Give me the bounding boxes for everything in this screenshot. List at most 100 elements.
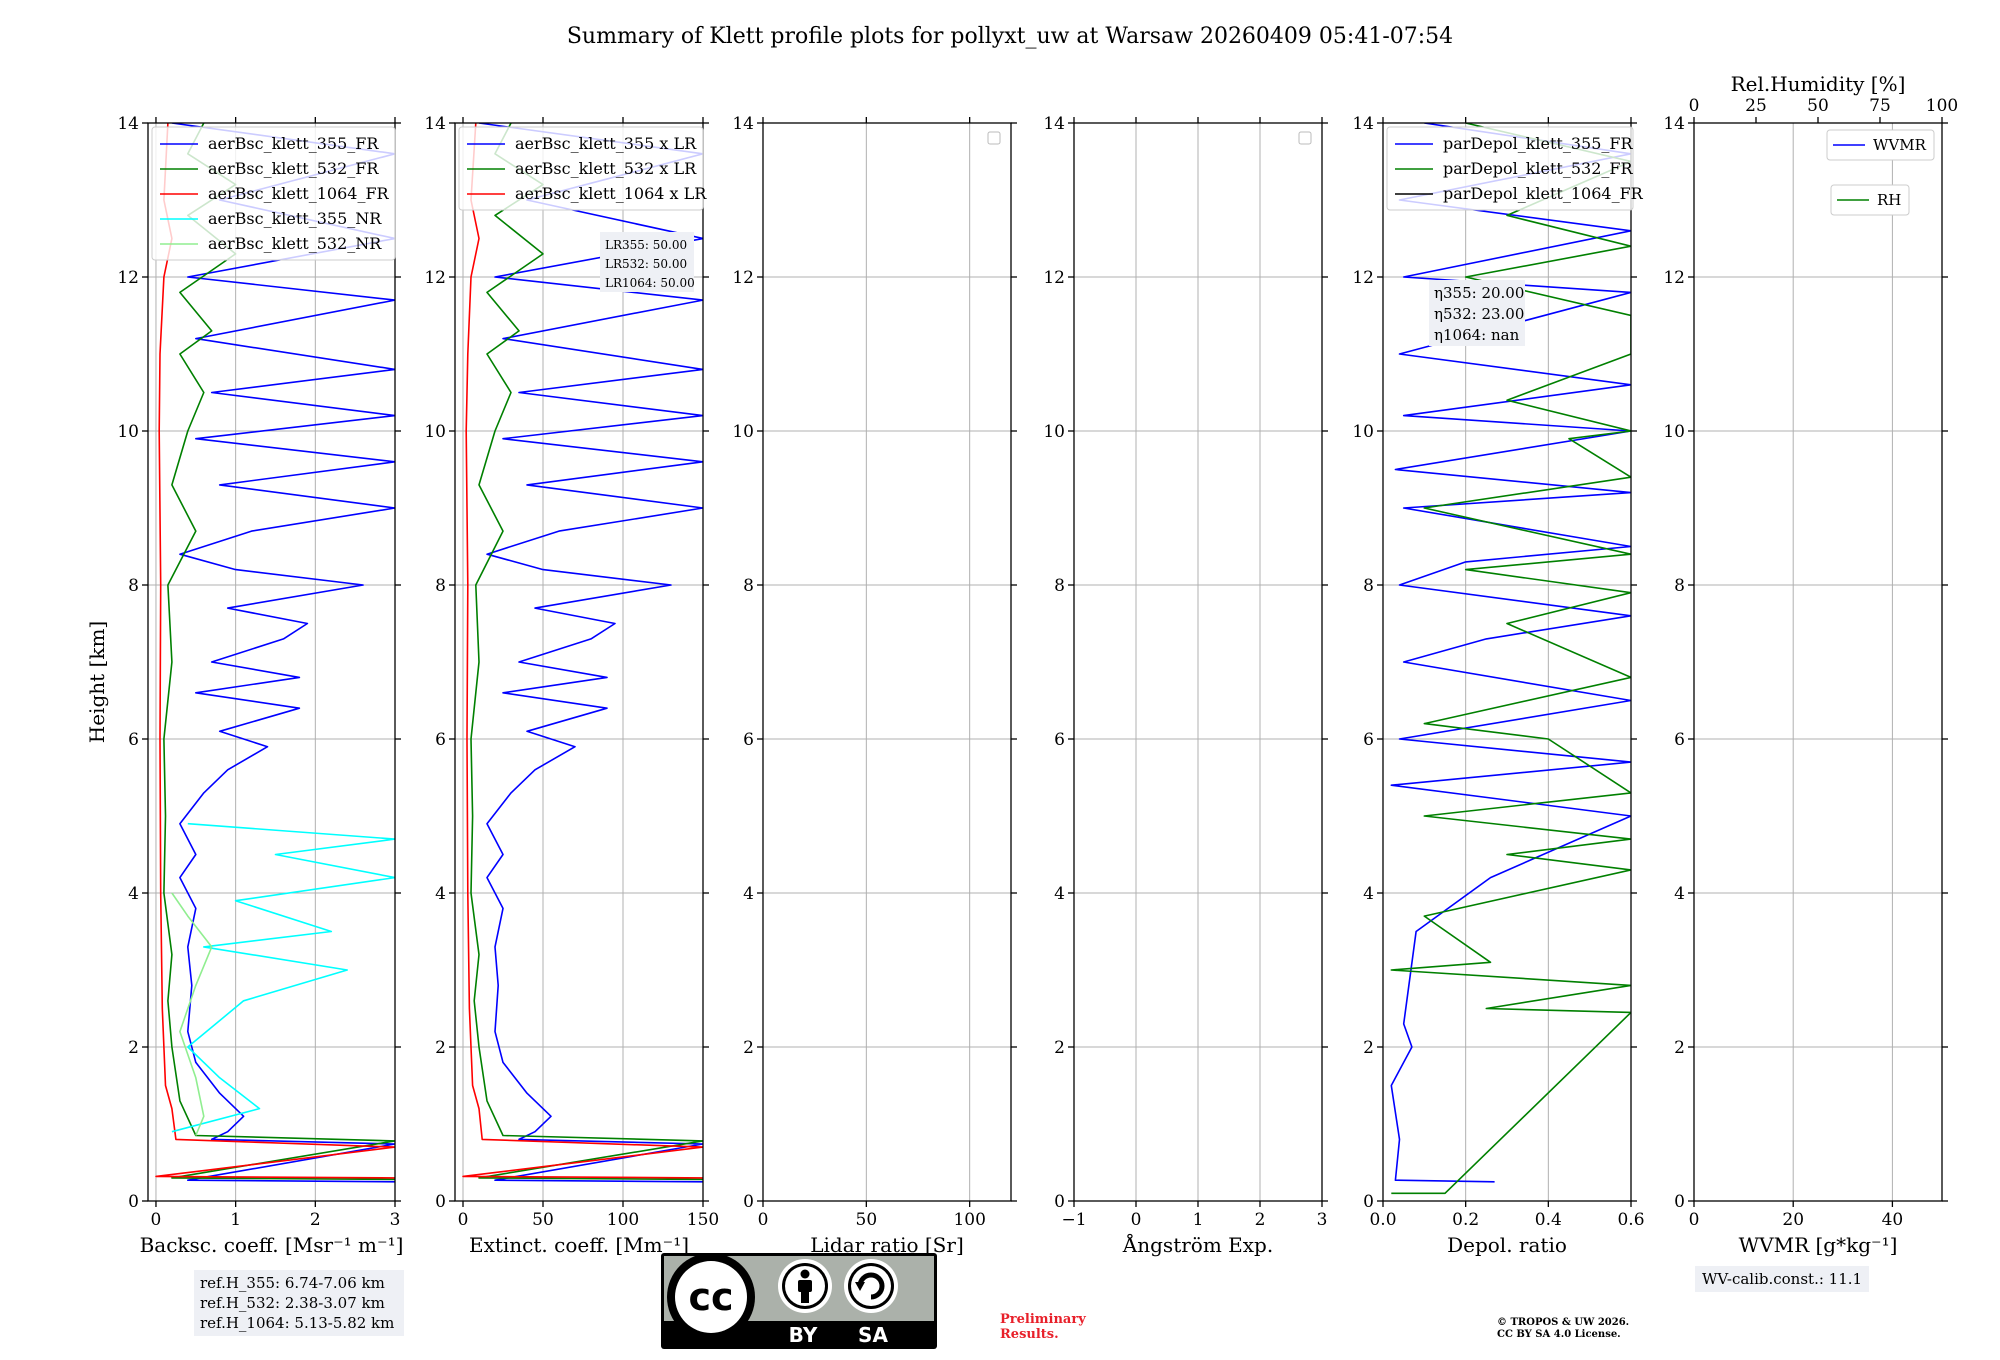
y-tick-label: 6 (435, 730, 446, 750)
legend-label: aerBsc_klett_1064 x LR (515, 184, 707, 203)
preliminary-note: Preliminary Results. (1000, 1312, 1086, 1342)
legend-box (1826, 129, 1935, 161)
preliminary-line-2: Results. (1000, 1327, 1059, 1342)
y-tick-label: 8 (435, 576, 446, 596)
annotation-box (600, 232, 694, 292)
series-line-aerBsc_klett_532_NR (171, 892, 213, 1136)
y-tick-label: 2 (1674, 1038, 1685, 1058)
y-tick-label: 14 (424, 114, 446, 134)
y-tick-label: 10 (1352, 422, 1374, 442)
legend-box (1386, 126, 1634, 211)
legend-label: parDepol_klett_532_FR (1443, 159, 1634, 178)
annotation-text: LR532: 50.00 (605, 257, 687, 271)
series-line-aerBsc_klett_532_FR (163, 123, 395, 1181)
cc-license-badge: cc BY SA (661, 1253, 937, 1353)
x-tick-label: 150 (687, 1210, 719, 1230)
x-tick-label: 100 (953, 1210, 985, 1230)
y-tick-label: 6 (128, 730, 139, 750)
y-tick-label: 0 (128, 1192, 139, 1212)
y-tick-label: 12 (117, 268, 139, 288)
ref-height-532: ref.H_532: 2.38-3.07 km (200, 1294, 385, 1312)
y-tick-label: 8 (743, 576, 754, 596)
y-tick-label: 2 (1363, 1038, 1374, 1058)
y-tick-label: 2 (1054, 1038, 1065, 1058)
series-line-aerBsc_klett_355_FR (171, 123, 395, 1183)
y-tick-label: 6 (1674, 730, 1685, 750)
x-tick-label: 40 (1882, 1210, 1904, 1230)
series-group (462, 123, 703, 1183)
annotation-text: η1064: nan (1434, 326, 1520, 344)
legend-label: aerBsc_klett_532 x LR (515, 159, 697, 178)
x-axis-label: WVMR [g*kg⁻¹] (1739, 1233, 1898, 1257)
y-tick-label: 10 (1043, 422, 1065, 442)
y-tick-label: 0 (1363, 1192, 1374, 1212)
y-tick-label: 14 (1043, 114, 1065, 134)
y-tick-label: 6 (1363, 730, 1374, 750)
x-tick-label: 50 (532, 1210, 554, 1230)
x-tick-label: 0.0 (1369, 1210, 1396, 1230)
y-tick-label: 12 (1663, 268, 1685, 288)
axes-frame (1693, 122, 1943, 1202)
series-group (1390, 123, 1631, 1195)
x-tick-label: 3 (1317, 1210, 1328, 1230)
legend-box (151, 126, 396, 261)
y-tick-label: 12 (424, 268, 446, 288)
legend-label: aerBsc_klett_532_NR (208, 234, 382, 253)
y-tick-label: 0 (1674, 1192, 1685, 1212)
y-tick-label: 12 (1352, 268, 1374, 288)
cc-sa-label: SA (858, 1323, 888, 1347)
x-axis-label: Extinct. coeff. [Mm⁻¹] (469, 1233, 689, 1257)
legend-label: aerBsc_klett_355_NR (208, 209, 382, 228)
y-tick-label: 10 (424, 422, 446, 442)
y-tick-label: 10 (732, 422, 754, 442)
legend-label: WVMR (1873, 136, 1927, 154)
panel-2: 0 2 4 6 8 10 12 14 0 50 100 150 Extinct. coeff. [Mm⁻… (424, 114, 719, 1257)
empty-legend-box (1298, 131, 1312, 145)
series-line-parDepol_klett_532_FR (1390, 123, 1631, 1195)
y-tick-label: 6 (1054, 730, 1065, 750)
x-tick-label: 100 (607, 1210, 639, 1230)
x2-tick-label: 100 (1926, 96, 1958, 116)
x-tick-label: 0.4 (1535, 1210, 1562, 1230)
legend-label: aerBsc_klett_1064_FR (208, 184, 390, 203)
x-axis-label: Depol. ratio (1447, 1233, 1567, 1257)
wv-calibration-box: WV-calib.const.: 11.1 (1695, 1266, 1870, 1292)
x-tick-label: 2 (310, 1210, 321, 1230)
series-line-aerBsc_klett_355 x LR (478, 123, 703, 1183)
x2-tick-label: 25 (1745, 96, 1767, 116)
empty-legend-box (987, 131, 1001, 145)
y-tick-label: 4 (435, 884, 446, 904)
y-tick-label: 14 (117, 114, 139, 134)
y-tick-label: 0 (1054, 1192, 1065, 1212)
axes-frame (454, 122, 704, 1202)
x2-tick-label: 75 (1869, 96, 1891, 116)
x-tick-label: 50 (856, 1210, 878, 1230)
x-tick-label: 2 (1255, 1210, 1266, 1230)
cc-letters: cc (688, 1275, 733, 1319)
ref-height-355: ref.H_355: 6.74-7.06 km (200, 1274, 385, 1292)
series-line-aerBsc_klett_532 x LR (470, 123, 703, 1181)
y-axis-label: Height [km] (85, 621, 109, 743)
y-tick-label: 4 (1674, 884, 1685, 904)
y-tick-label: 4 (743, 884, 754, 904)
copyright-line-2: CC BY SA 4.0 License. (1497, 1329, 1621, 1340)
x-tick-label: 20 (1782, 1210, 1804, 1230)
legend-box (1830, 184, 1910, 216)
annotation-text: LR355: 50.00 (605, 238, 687, 252)
cc-by-sa-logo: cc BY SA (661, 1253, 937, 1349)
legend-box (458, 126, 704, 211)
y-tick-label: 8 (1674, 576, 1685, 596)
legend-label: aerBsc_klett_355_FR (208, 134, 379, 153)
y-tick-label: 4 (1363, 884, 1374, 904)
x-tick-label: 0.6 (1617, 1210, 1644, 1230)
y-tick-label: 6 (743, 730, 754, 750)
panel-5: 0 2 4 6 8 10 12 14 0.0 0.2 0.4 0.6 Depol. ratio parDe… (1352, 114, 1644, 1257)
y-tick-label: 10 (117, 422, 139, 442)
x-tick-label: 3 (390, 1210, 401, 1230)
y-tick-label: 2 (128, 1038, 139, 1058)
copyright-line-1: © TROPOS & UW 2026. (1497, 1317, 1630, 1328)
